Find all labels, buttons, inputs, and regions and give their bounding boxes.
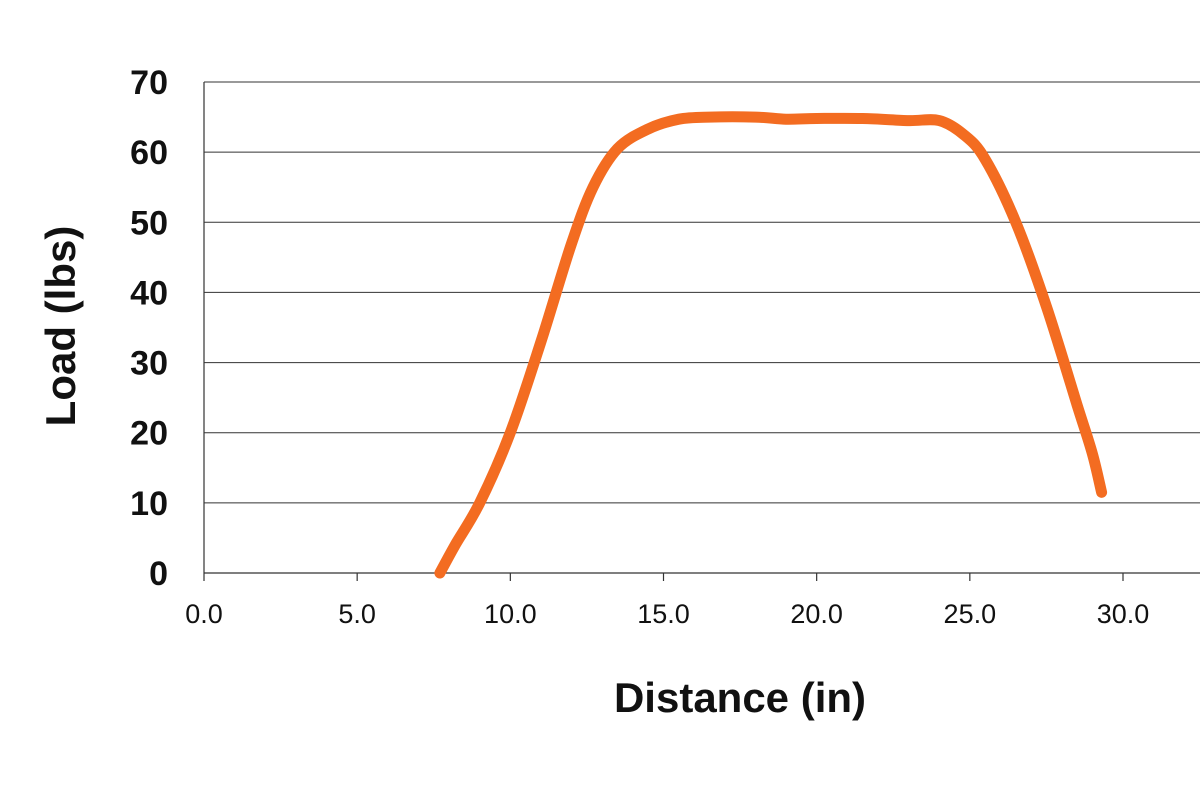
x-tick-label: 30.0 xyxy=(1097,599,1150,629)
y-tick-label: 60 xyxy=(130,134,168,172)
x-tick-label: 20.0 xyxy=(790,599,843,629)
y-tick-label: 40 xyxy=(130,274,168,312)
x-tick-label: 25.0 xyxy=(944,599,997,629)
x-tick-labels: 0.0 5.0 10.0 15.0 20.0 25.0 30.0 xyxy=(185,573,1149,629)
x-tick-label: 5.0 xyxy=(338,599,376,629)
y-tick-label: 20 xyxy=(130,415,168,453)
y-tick-label: 0 xyxy=(149,555,168,593)
y-tick-label: 70 xyxy=(130,64,168,102)
y-tick-label: 30 xyxy=(130,345,168,383)
y-axis-title: Load (lbs) xyxy=(37,226,84,427)
x-tick-label: 0.0 xyxy=(185,599,223,629)
series-group xyxy=(434,111,1108,579)
y-tick-labels: 0 10 20 30 40 50 60 70 xyxy=(130,64,168,593)
grid-lines xyxy=(204,81,1200,504)
x-tick-label: 10.0 xyxy=(484,599,537,629)
x-tick-label: 15.0 xyxy=(637,599,690,629)
series-line-0 xyxy=(434,111,1108,579)
y-tick-label: 50 xyxy=(130,204,168,242)
axes xyxy=(203,82,1200,574)
y-tick-label: 10 xyxy=(130,485,168,523)
x-axis-title: Distance (in) xyxy=(614,674,866,721)
